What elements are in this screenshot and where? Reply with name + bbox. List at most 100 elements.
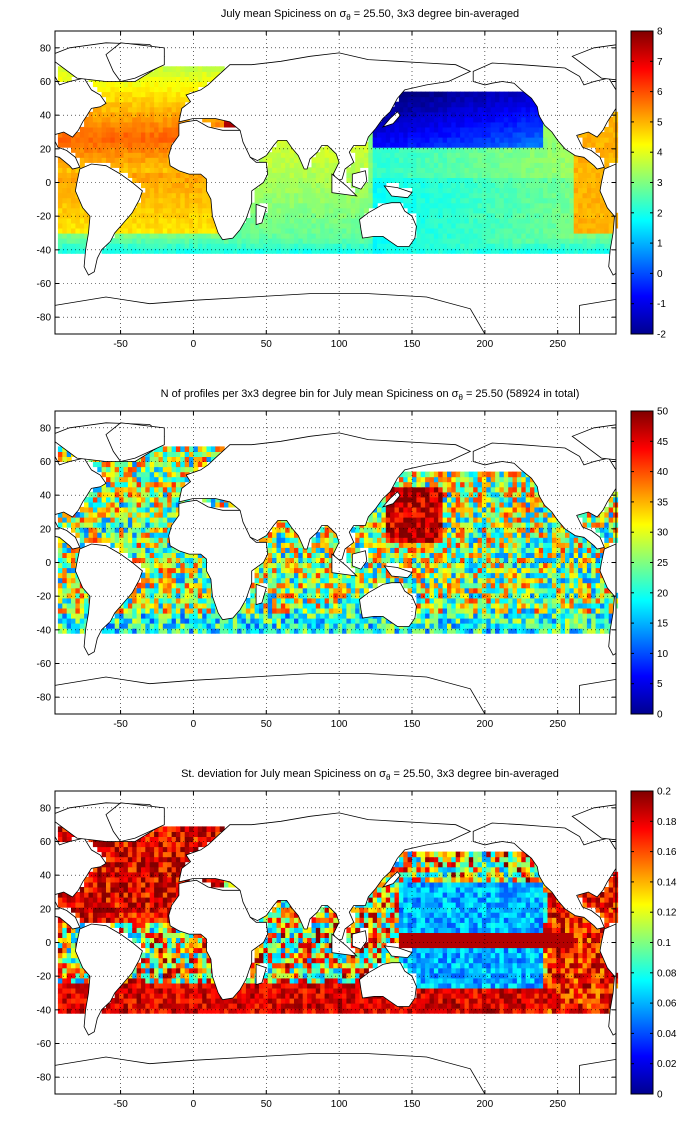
data-cell bbox=[534, 222, 540, 229]
data-cell bbox=[162, 628, 168, 634]
data-cell bbox=[538, 157, 544, 163]
data-cell bbox=[328, 537, 334, 543]
data-cell bbox=[263, 177, 269, 183]
data-cell bbox=[372, 192, 378, 199]
data-cell bbox=[481, 197, 487, 204]
data-cell bbox=[62, 192, 68, 199]
data-cell bbox=[394, 537, 400, 543]
data-cell bbox=[560, 177, 566, 183]
data-cell bbox=[512, 192, 518, 199]
data-cell bbox=[477, 111, 483, 118]
data-cell bbox=[412, 91, 417, 98]
data-cell bbox=[377, 137, 382, 143]
data-cell bbox=[324, 623, 330, 629]
data-cell bbox=[167, 243, 173, 249]
data-cell bbox=[460, 562, 466, 569]
data-cell bbox=[447, 228, 452, 234]
data-cell bbox=[346, 217, 352, 224]
data-cell bbox=[591, 557, 597, 564]
data-cell bbox=[193, 618, 199, 624]
data-cell bbox=[455, 121, 461, 128]
data-cell bbox=[346, 592, 352, 599]
data-cell bbox=[551, 562, 557, 569]
data-cell bbox=[355, 572, 361, 579]
data-cell bbox=[254, 228, 260, 234]
data-cell bbox=[101, 137, 107, 143]
data-cell bbox=[477, 577, 483, 584]
data-cell bbox=[57, 582, 63, 589]
data-cell bbox=[525, 96, 531, 103]
data-cell bbox=[328, 187, 334, 194]
data-cell bbox=[442, 111, 448, 118]
data-cell bbox=[276, 212, 282, 219]
data-cell bbox=[578, 602, 584, 609]
data-cell bbox=[525, 142, 531, 148]
data-cell bbox=[285, 587, 291, 594]
data-cell bbox=[591, 207, 597, 214]
data-cell bbox=[132, 106, 138, 113]
data-cell bbox=[477, 172, 483, 178]
data-cell bbox=[468, 207, 474, 214]
data-cell bbox=[591, 623, 597, 629]
data-cell bbox=[503, 628, 509, 634]
data-cell bbox=[508, 192, 514, 199]
data-cell bbox=[578, 187, 584, 194]
data-cell bbox=[294, 162, 299, 168]
data-cell bbox=[447, 537, 452, 543]
data-cell bbox=[276, 608, 282, 614]
data-cell bbox=[193, 228, 199, 234]
data-cell bbox=[97, 81, 103, 88]
data-cell bbox=[508, 91, 514, 98]
data-cell bbox=[412, 192, 417, 199]
data-cell bbox=[110, 142, 116, 148]
data-cell bbox=[429, 613, 435, 619]
data-cell bbox=[490, 157, 496, 163]
data-cell bbox=[259, 192, 264, 199]
data-cell bbox=[202, 557, 208, 564]
data-cell bbox=[425, 562, 431, 569]
data-cell bbox=[464, 587, 470, 594]
data-cell bbox=[206, 608, 212, 614]
data-cell bbox=[534, 238, 540, 244]
data-cell bbox=[311, 542, 317, 548]
data-cell bbox=[503, 222, 509, 229]
data-cell bbox=[62, 592, 68, 599]
data-cell bbox=[455, 192, 461, 199]
data-cell bbox=[521, 228, 527, 234]
data-cell bbox=[538, 613, 544, 619]
data-cell bbox=[368, 162, 374, 168]
data-cell bbox=[595, 222, 601, 229]
data-cell bbox=[565, 592, 570, 599]
data-cell bbox=[298, 197, 304, 204]
data-cell bbox=[521, 172, 527, 178]
data-cell bbox=[315, 613, 321, 619]
data-cell bbox=[167, 562, 173, 569]
data-cell bbox=[154, 172, 160, 178]
data-cell bbox=[75, 222, 81, 229]
data-cell bbox=[149, 121, 155, 128]
data-cell bbox=[119, 537, 125, 543]
data-cell bbox=[516, 222, 522, 229]
data-cell bbox=[320, 182, 326, 189]
data-cell bbox=[289, 572, 295, 579]
data-cell bbox=[385, 628, 391, 634]
data-cell bbox=[573, 567, 579, 574]
data-cell bbox=[171, 167, 177, 173]
data-cell bbox=[464, 142, 470, 148]
data-cell bbox=[197, 81, 203, 88]
data-cell bbox=[538, 137, 544, 143]
data-cell bbox=[154, 623, 160, 629]
data-cell bbox=[530, 126, 535, 133]
data-cell bbox=[57, 187, 63, 194]
data-cell bbox=[460, 572, 466, 579]
data-cell bbox=[342, 587, 348, 594]
data-cell bbox=[175, 577, 181, 584]
data-cell bbox=[71, 587, 76, 594]
data-cell bbox=[468, 91, 474, 98]
data-cell bbox=[145, 91, 151, 98]
data-cell bbox=[162, 71, 168, 77]
data-cell bbox=[556, 608, 562, 614]
data-cell bbox=[538, 187, 544, 194]
data-cell bbox=[136, 81, 142, 88]
data-cell bbox=[294, 243, 299, 249]
